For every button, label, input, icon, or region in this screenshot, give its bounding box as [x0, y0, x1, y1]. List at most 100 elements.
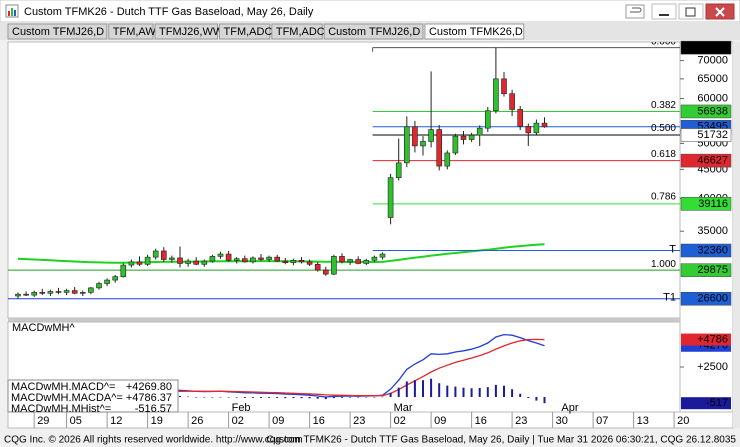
level-label: 26600 [697, 293, 728, 305]
candle-body [444, 152, 451, 167]
candle-body [412, 126, 418, 147]
level-tag: T1 [663, 292, 676, 304]
x-tick-label: 23 [515, 415, 527, 427]
histogram-bar [454, 386, 457, 397]
candle-body [371, 256, 378, 261]
histogram-bar [332, 397, 335, 399]
histogram-bar [511, 389, 514, 397]
fib-label: 0.500 [651, 123, 676, 134]
histogram-bar [235, 397, 238, 398]
histogram-bar [268, 397, 271, 398]
histogram-bar [316, 397, 319, 399]
histogram-bar [535, 397, 538, 401]
tab-label: Custom TFMJ26,D [12, 26, 104, 38]
fib-label: 0.000 [651, 36, 676, 47]
tab[interactable] [424, 23, 525, 40]
level-marker [680, 128, 732, 142]
restore-button[interactable] [678, 3, 704, 20]
histogram-bar [349, 397, 352, 398]
histogram-bar [260, 397, 262, 398]
tab[interactable] [271, 23, 323, 40]
histogram-bar [203, 397, 206, 398]
status-right: Custom TFMK26 - Dutch TTF Gas Baseload, … [266, 435, 736, 446]
histogram-bar [179, 395, 181, 397]
level-marker [680, 153, 732, 168]
histogram-bar [276, 397, 279, 398]
candle-body [120, 264, 127, 277]
candle-body [436, 129, 443, 167]
histogram-bar [494, 384, 497, 397]
candle-body [339, 256, 345, 263]
status-left: CQG Inc. © 2026 All rights reserved worl… [4, 435, 303, 446]
candle-body [96, 283, 102, 289]
app-icon-bar [8, 11, 10, 16]
macd-title: MACDwMH^ [12, 322, 75, 334]
candle-body [185, 260, 191, 264]
level-label: 56938 [697, 105, 728, 117]
candle-body [193, 260, 199, 265]
tab[interactable] [219, 23, 271, 40]
candle-body [298, 259, 305, 263]
candle-body [476, 127, 483, 136]
x-tick-label: 16 [475, 415, 487, 427]
y-tick-label: +2500 [697, 361, 728, 373]
readout-box [7, 379, 179, 413]
readout-name: MACDwMH.MACD^= [11, 381, 115, 393]
candle-body [541, 122, 548, 128]
x-tick-label: 12 [110, 415, 122, 427]
candle-body [379, 253, 386, 258]
price-plot: T T1 0.000 0.382 0.500 0.618 0.786 1.000 [8, 36, 680, 304]
tab[interactable] [323, 23, 424, 40]
level-marker [680, 243, 732, 258]
histogram-bar [300, 397, 303, 399]
restore-icon [685, 7, 696, 17]
histogram-bar [341, 397, 343, 398]
histogram-bar [430, 378, 433, 397]
tab[interactable] [154, 23, 219, 40]
histogram-bar [389, 392, 392, 397]
tab[interactable] [108, 23, 154, 40]
y-tick-label: 70000 [697, 55, 728, 67]
level-label: 29875 [697, 264, 728, 276]
histogram-bar [324, 397, 327, 400]
candle-body [387, 177, 394, 218]
candle-body [152, 250, 159, 258]
candle-body [233, 258, 240, 261]
candle-body [274, 256, 281, 262]
candle-body [347, 259, 353, 263]
level-label: 32360 [697, 244, 728, 256]
candle-body [250, 257, 256, 263]
readout-value: +4269.80 [126, 381, 172, 393]
candle-body [31, 292, 38, 296]
readout-name: MACDwMH.MHist^= [11, 403, 111, 415]
tab[interactable] [7, 23, 108, 40]
app-icon-bar [11, 8, 13, 16]
panel-separator [8, 318, 680, 322]
candle-body [468, 134, 475, 140]
tab-label: TFM,ADC [224, 26, 273, 38]
candle-body [39, 292, 46, 294]
histogram-bar [219, 396, 222, 398]
status-bar [0, 431, 740, 447]
candle-body [225, 253, 232, 261]
axes: 29 05 12 19 26 02 09 16 23 02 09 16 23 30 07 13 20 Feb Mar… [33, 40, 732, 428]
level-marker [680, 197, 732, 211]
fib-label: 1.000 [651, 259, 676, 270]
candle-body [209, 256, 216, 262]
candle-body [128, 261, 135, 266]
last-value-marker [681, 333, 731, 346]
histogram-bar [373, 397, 376, 398]
minimize-button[interactable] [651, 3, 677, 20]
level-marker [680, 40, 732, 55]
candle-body [420, 141, 426, 147]
candle-body [136, 261, 143, 265]
histogram-bar [470, 388, 473, 397]
level-marker [680, 292, 732, 306]
candle-body [242, 258, 248, 263]
candle-body [403, 126, 410, 164]
candle-body [217, 253, 224, 257]
last-value-label: +4786 [697, 333, 728, 345]
level-label: 46627 [697, 155, 728, 167]
scrollbar[interactable] [733, 42, 740, 428]
